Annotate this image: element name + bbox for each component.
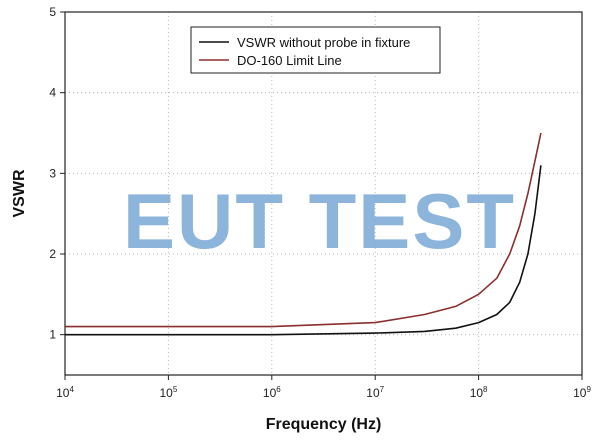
plot-area-border (64, 11, 583, 376)
y-tick-label: 4 (49, 86, 56, 100)
series-line-limit (65, 132, 542, 328)
y-tick-labels: 1 2 3 4 5 (49, 5, 56, 342)
x-tick-label: 105 (159, 385, 177, 400)
x-tick-labels: 104 105 106 107 108 109 (56, 385, 591, 400)
x-tick-label: 109 (573, 385, 591, 400)
y-tick-label: 1 (49, 328, 56, 342)
legend: VSWR without probe in fixture DO-160 Limi… (190, 26, 441, 74)
y-tick-label: 5 (49, 5, 56, 19)
y-tick-label: 2 (49, 247, 56, 261)
x-axis-label: Frequency (Hz) (266, 416, 382, 433)
legend-entry-label: DO-160 Limit Line (237, 53, 342, 68)
series-lines (65, 132, 542, 336)
x-tick-label: 107 (366, 385, 384, 400)
series-line-vswr (65, 165, 542, 336)
legend-entry-label: VSWR without probe in fixture (237, 35, 410, 50)
watermark-text: EUT TEST (123, 177, 516, 265)
legend-box (190, 26, 441, 74)
x-tick-label: 108 (470, 385, 488, 400)
x-tick-label: 106 (263, 385, 281, 400)
y-axis-label: VSWR (11, 169, 28, 217)
x-tick-label: 104 (56, 385, 74, 400)
y-tick-label: 3 (49, 166, 56, 180)
plot-frame (60, 11, 583, 380)
